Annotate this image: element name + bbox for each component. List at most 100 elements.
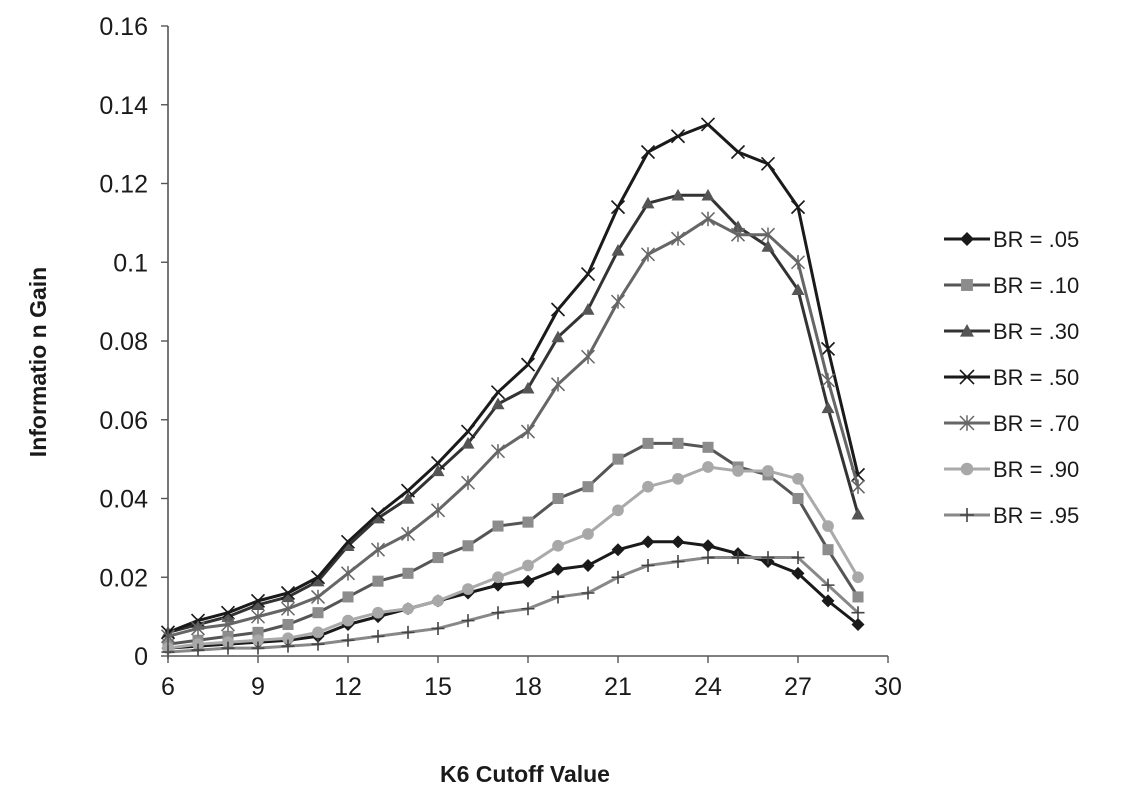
data-point <box>220 617 236 632</box>
data-point <box>252 634 264 647</box>
x-tick-label: 18 <box>514 673 542 701</box>
data-point <box>460 475 476 490</box>
legend-label: BR = .10 <box>993 273 1079 298</box>
data-point <box>342 614 354 627</box>
data-point <box>700 117 716 132</box>
data-point <box>522 559 534 572</box>
data-point <box>551 330 565 343</box>
data-point <box>640 144 656 160</box>
data-point <box>312 607 324 619</box>
x-tick-label: 9 <box>251 673 265 701</box>
data-point <box>521 574 535 588</box>
data-point <box>760 156 776 171</box>
series-5 <box>160 211 866 644</box>
data-point <box>700 211 716 227</box>
data-point <box>550 377 566 392</box>
data-point <box>520 424 536 439</box>
data-point <box>340 534 356 549</box>
data-point <box>402 602 414 615</box>
data-point <box>521 602 535 616</box>
legend-marker <box>959 369 975 385</box>
data-point <box>550 302 566 317</box>
series-7 <box>161 551 865 659</box>
data-point <box>190 621 206 636</box>
data-point <box>641 196 655 209</box>
series-line <box>167 217 860 638</box>
data-point <box>432 552 444 564</box>
data-point <box>372 575 384 587</box>
data-point <box>432 595 444 607</box>
data-point <box>701 551 715 565</box>
y-tick-label: 0.14 <box>99 92 148 120</box>
data-point <box>401 492 415 504</box>
y-tick-label: 0.08 <box>99 328 148 356</box>
data-point <box>280 585 296 601</box>
data-point <box>221 641 235 655</box>
data-point <box>671 555 685 568</box>
x-tick-label: 6 <box>161 673 175 701</box>
data-point <box>581 586 595 600</box>
data-point <box>701 539 715 553</box>
x-tick-label: 24 <box>694 673 722 701</box>
data-point <box>461 436 475 449</box>
legend-item: BR = .05 <box>944 227 1079 252</box>
data-point <box>371 511 385 524</box>
data-point <box>822 520 834 532</box>
data-point <box>612 504 624 517</box>
data-point <box>642 437 654 449</box>
data-point <box>610 294 626 309</box>
series-layer <box>160 117 866 659</box>
data-point <box>730 144 746 160</box>
data-point <box>310 570 326 585</box>
y-tick-label: 0.02 <box>99 564 148 592</box>
data-point <box>251 598 265 611</box>
data-point <box>702 461 714 473</box>
data-point <box>371 629 385 643</box>
legend-item: BR = .70 <box>944 411 1079 436</box>
data-point <box>851 507 865 520</box>
legend: BR = .05 BR = .10 BR = .30 BR = .50 BR = .70… <box>944 227 1079 528</box>
data-point <box>312 626 324 639</box>
legend-label: BR = .05 <box>993 227 1079 252</box>
data-point <box>730 227 746 242</box>
legend-marker <box>961 279 973 291</box>
ticks-layer: 0 0.02 0.04 0.06 0.08 0.1 0.12 0.14 0.16 6 9 12 15 18… <box>99 13 902 701</box>
series-4 <box>160 117 866 640</box>
legend-marker <box>960 324 974 337</box>
data-point <box>790 200 806 215</box>
data-point <box>761 551 775 565</box>
data-point <box>582 528 594 540</box>
data-point <box>672 472 684 485</box>
data-point <box>342 591 354 603</box>
data-point <box>852 571 864 584</box>
data-point <box>821 401 835 414</box>
data-point <box>400 483 416 498</box>
y-tick-label: 0.1 <box>113 249 148 277</box>
data-point <box>341 539 355 551</box>
data-point <box>491 606 505 620</box>
data-point <box>820 341 836 356</box>
x-tick-label: 15 <box>424 673 452 701</box>
legend-item: BR = .90 <box>944 457 1079 482</box>
data-point <box>340 566 356 581</box>
y-tick-label: 0 <box>134 643 148 671</box>
data-point <box>760 227 776 242</box>
data-point <box>521 381 535 394</box>
data-point <box>762 465 774 477</box>
legend-item: BR = .30 <box>944 319 1079 344</box>
data-point <box>220 605 236 620</box>
data-point <box>551 562 565 576</box>
data-point <box>792 492 804 505</box>
data-point <box>732 465 744 477</box>
data-point <box>370 542 386 557</box>
data-point <box>641 558 655 572</box>
y-tick-label: 0.12 <box>99 171 148 199</box>
data-point <box>311 637 325 651</box>
data-point <box>852 591 864 603</box>
data-point <box>821 594 835 608</box>
legend-item: BR = .95 <box>944 503 1079 528</box>
data-point <box>671 188 685 201</box>
legend-label: BR = .95 <box>993 503 1079 528</box>
data-point <box>552 492 564 505</box>
data-point <box>221 610 235 622</box>
